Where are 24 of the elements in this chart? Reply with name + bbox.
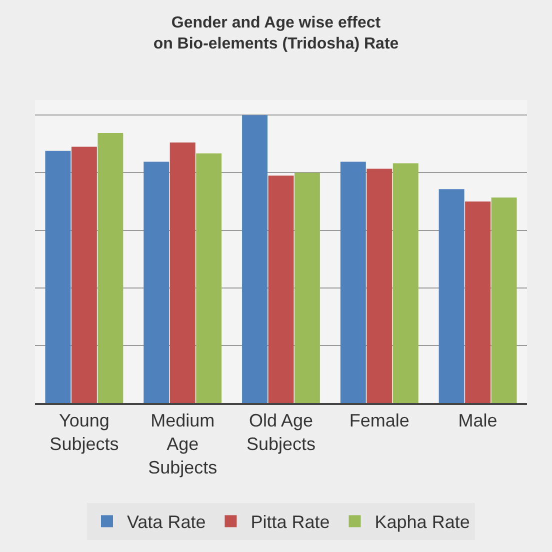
chart-title: Gender and Age wise effect on Bio-elements (Tridosha) Rate — [153, 14, 399, 52]
legend-label: Vata Rate — [127, 512, 206, 532]
x-tick-label: Old Age Subjects — [246, 410, 316, 454]
bar — [170, 142, 196, 403]
bar — [268, 176, 294, 403]
bar — [340, 162, 366, 403]
bar — [242, 115, 268, 403]
bar — [196, 153, 222, 403]
x-tick-label: Male — [458, 410, 498, 431]
bar — [491, 197, 517, 403]
x-tick-label: Young Subjects — [50, 410, 119, 454]
bar — [45, 150, 71, 403]
bar — [392, 163, 418, 403]
x-tick-label: Female — [349, 410, 410, 431]
bar — [438, 189, 464, 403]
bar — [366, 168, 392, 403]
bar — [465, 202, 491, 403]
bar — [71, 146, 97, 403]
bar — [98, 133, 124, 403]
x-tick-label: Medium Age Subjects — [148, 410, 218, 478]
bar — [144, 162, 170, 403]
bar — [294, 172, 320, 403]
legend-label: Pitta Rate — [250, 512, 330, 532]
legend-label: Kapha Rate — [374, 512, 470, 532]
